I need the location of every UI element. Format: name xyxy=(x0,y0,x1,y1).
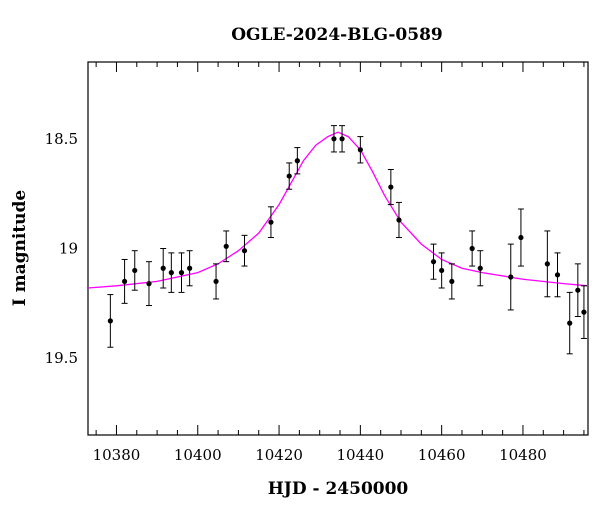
data-point xyxy=(107,318,113,324)
y-tick-label: 19.5 xyxy=(45,349,78,367)
data-point xyxy=(388,184,394,190)
data-points-layer xyxy=(107,125,587,355)
data-point xyxy=(168,270,174,276)
data-point xyxy=(339,136,345,142)
chart-title: OGLE-2024-BLG-0589 xyxy=(231,25,443,45)
y-tick-label: 19 xyxy=(59,240,78,258)
data-point xyxy=(567,320,573,326)
data-point xyxy=(213,278,219,285)
data-point xyxy=(223,243,229,249)
data-point xyxy=(396,217,402,223)
data-point xyxy=(449,278,455,285)
data-point xyxy=(430,259,437,265)
data-point xyxy=(241,248,248,254)
x-tick-label: 10400 xyxy=(174,446,222,464)
x-tick-label: 10420 xyxy=(255,446,303,464)
plot-frame xyxy=(87,61,589,436)
x-axis-label: HJD - 2450000 xyxy=(268,479,409,499)
y-tick-label: 18.5 xyxy=(45,130,78,148)
data-point xyxy=(439,267,445,274)
tick-labels: 10380 10400 10420 10440 10460 10480 18.5 19 19.5 xyxy=(45,130,547,464)
x-tick-label: 10460 xyxy=(418,446,466,464)
data-point xyxy=(121,278,128,285)
data-point xyxy=(160,265,166,271)
data-point xyxy=(331,136,337,142)
data-point xyxy=(146,281,152,287)
data-point xyxy=(187,265,193,271)
data-point xyxy=(132,267,138,274)
x-tick-label: 10380 xyxy=(93,446,141,464)
data-point xyxy=(554,272,561,278)
data-point xyxy=(178,270,185,276)
data-point xyxy=(518,234,524,241)
y-axis-label: I magnitude xyxy=(10,190,30,307)
x-tick-label: 10480 xyxy=(499,446,547,464)
data-point xyxy=(575,287,581,293)
data-point xyxy=(268,219,274,225)
data-point xyxy=(357,147,363,153)
axis-ticks xyxy=(95,62,585,435)
data-point xyxy=(477,265,483,271)
data-point xyxy=(286,173,292,179)
data-point xyxy=(469,245,475,252)
data-point xyxy=(581,309,587,315)
x-tick-label: 10440 xyxy=(336,446,384,464)
data-point xyxy=(294,158,300,164)
data-point xyxy=(508,274,514,280)
data-point xyxy=(544,261,550,267)
